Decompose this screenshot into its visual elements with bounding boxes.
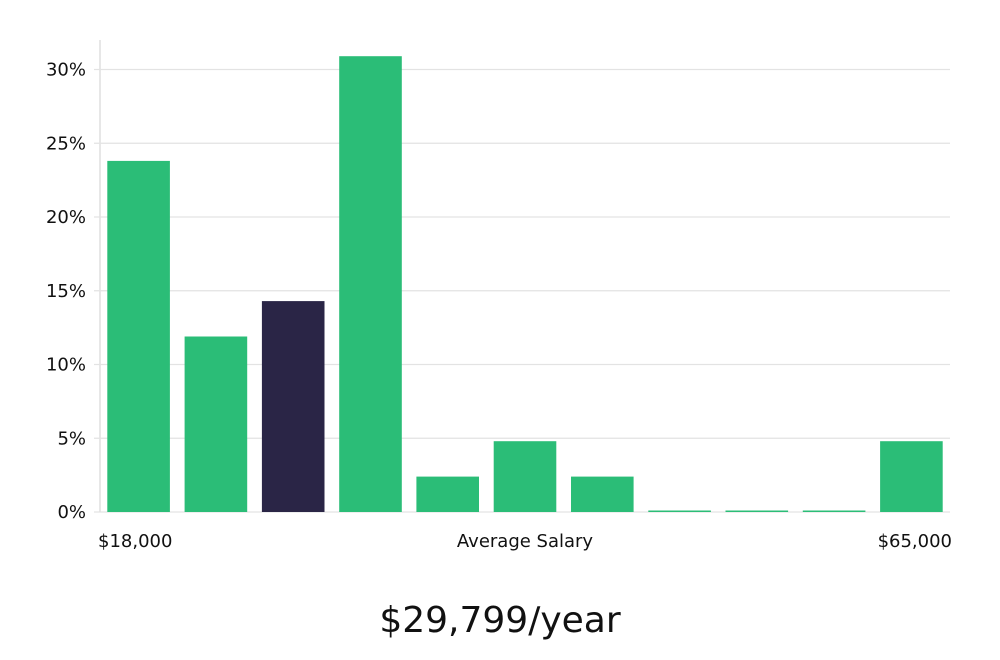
salary-distribution-chart: 0% 5% 10% 15% 20% 25% 30% $18,000 Average Sala… (46, 40, 952, 552)
bar (107, 160, 170, 512)
y-tick-label: 0% (57, 502, 86, 523)
bar (339, 56, 402, 512)
bar (880, 441, 943, 512)
bar (571, 476, 634, 512)
bar (416, 476, 479, 512)
y-tick-label: 30% (46, 60, 86, 81)
axis-labels: $18,000 Average Salary $65,000 (98, 531, 952, 552)
bars (107, 56, 943, 512)
y-tick-label: 15% (46, 281, 86, 302)
x-min-label: $18,000 (98, 531, 172, 552)
x-axis-label: Average Salary (457, 531, 594, 552)
y-tick-label: 10% (46, 355, 86, 376)
bar (493, 441, 557, 512)
y-tick-label: 25% (46, 133, 86, 154)
y-tick-label: 5% (57, 428, 86, 449)
bar (184, 336, 248, 512)
bar (648, 510, 711, 512)
x-max-label: $65,000 (878, 531, 952, 552)
average-salary-value: $29,799/year (379, 600, 621, 641)
bar-highlighted (261, 301, 325, 512)
bar (802, 510, 866, 512)
grid-lines: 0% 5% 10% 15% 20% 25% 30% (46, 40, 950, 523)
y-tick-label: 20% (46, 207, 86, 228)
bar (725, 510, 789, 512)
